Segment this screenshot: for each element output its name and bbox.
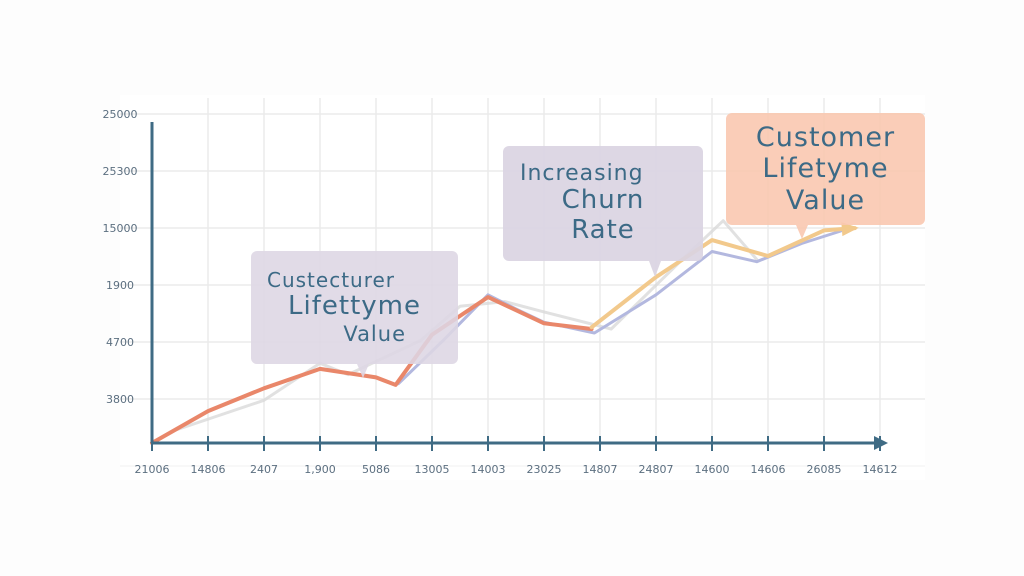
series-arrow-icon (841, 222, 859, 237)
y-tick-label: 1900 (106, 279, 134, 292)
y-tick-label: 15000 (103, 222, 138, 235)
annotation-customer-lifetime-value-left: Custecturer Lifettyme Value (251, 251, 458, 378)
annotation-line: Value (343, 321, 406, 346)
callout-pointer-icon (357, 364, 369, 378)
y-axis-tick-labels: 25000 25300 15000 1900 4700 3800 (103, 108, 138, 406)
x-tick-label: 26085 (807, 463, 842, 476)
annotation-line: Churn (561, 185, 645, 216)
x-tick-label: 5086 (362, 463, 390, 476)
annotation-line: Lifetyme (762, 153, 889, 185)
x-tick-label: 2407 (250, 463, 278, 476)
series-line-1 (589, 226, 857, 330)
annotation-line: Lifettyme (288, 290, 421, 321)
x-tick-label: 1,900 (304, 463, 336, 476)
callout-pointer-icon (796, 225, 808, 239)
x-tick-label: 23025 (527, 463, 562, 476)
x-tick-label: 14612 (863, 463, 898, 476)
x-tick-label: 14606 (751, 463, 786, 476)
x-tick-label: 24807 (639, 463, 674, 476)
callout-pointer-icon (649, 261, 661, 277)
x-tick-label: 21006 (135, 463, 170, 476)
annotation-line: Value (785, 184, 866, 216)
series-line-0 (150, 295, 594, 445)
annotation-line: Increasing (520, 160, 644, 186)
x-axis-tick-labels: 21006 14806 2407 1,900 5086 13005 14003 23025 14… (135, 463, 898, 476)
annotation-line: Rate (571, 215, 635, 246)
x-axis-ticks (151, 436, 881, 451)
x-tick-label: 14600 (695, 463, 730, 476)
y-tick-label: 25300 (103, 165, 138, 178)
annotation-increasing-churn-rate: Increasing Churn Rate (503, 146, 703, 277)
annotation-customer-lifetime-value-right: Customer Lifetyme Value (726, 113, 925, 239)
x-tick-label: 13005 (415, 463, 450, 476)
series-layer (150, 219, 859, 445)
annotation-line: Customer (755, 122, 896, 154)
annotation-line: Custecturer (267, 267, 396, 292)
y-tick-label: 3800 (106, 393, 134, 406)
y-tick-label: 25000 (103, 108, 138, 121)
x-tick-label: 14807 (583, 463, 618, 476)
x-tick-label: 14806 (191, 463, 226, 476)
y-tick-label: 4700 (106, 336, 134, 349)
x-tick-label: 14003 (471, 463, 506, 476)
